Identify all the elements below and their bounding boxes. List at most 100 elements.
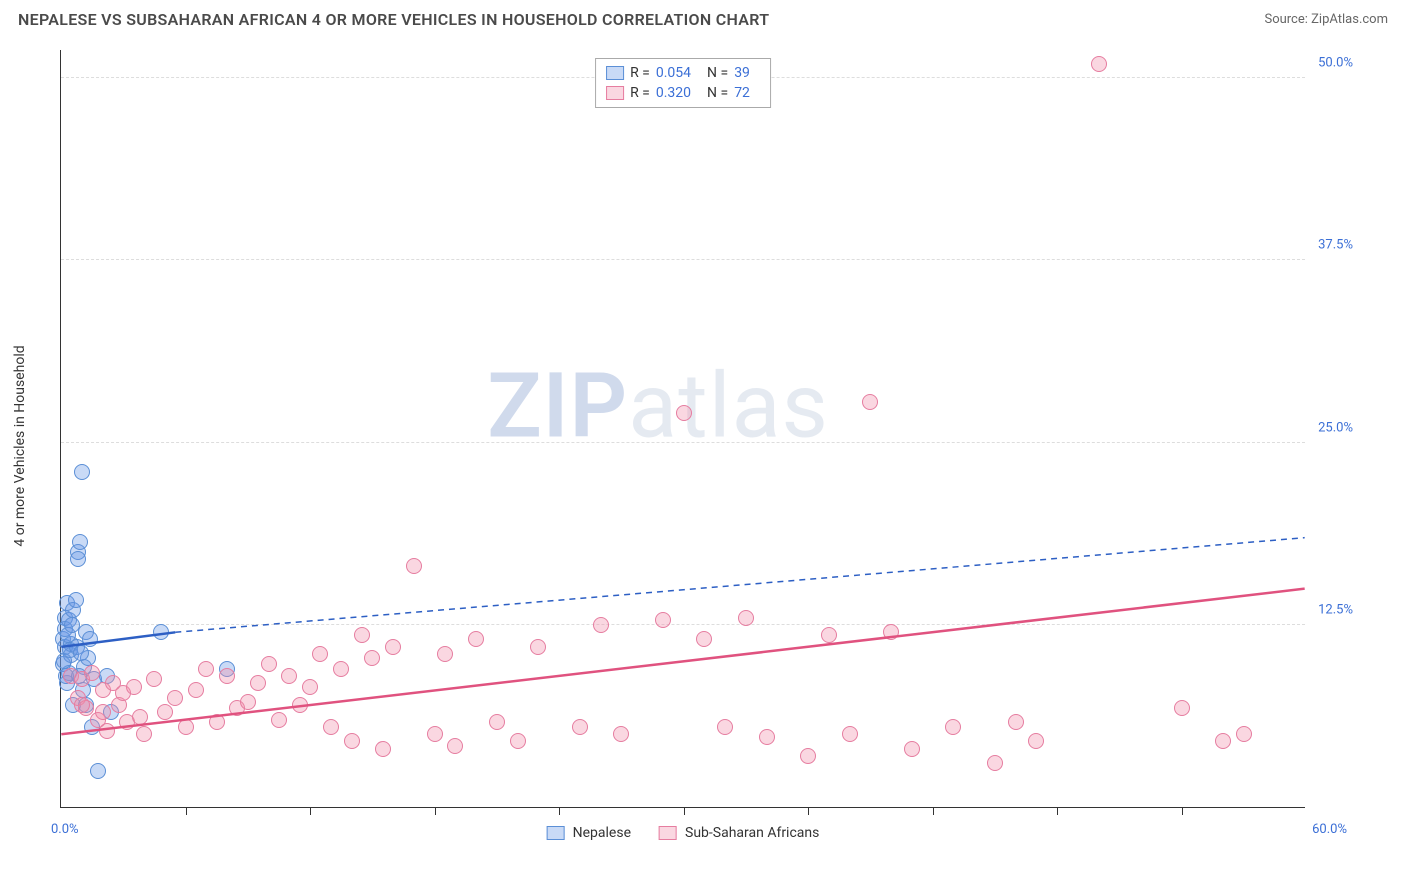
scatter-point bbox=[136, 726, 152, 742]
scatter-point bbox=[510, 733, 526, 749]
scatter-point bbox=[74, 464, 90, 480]
x-tick bbox=[310, 807, 311, 815]
header: NEPALESE VS SUBSAHARAN AFRICAN 4 OR MORE… bbox=[0, 0, 1406, 35]
scatter-point bbox=[73, 645, 89, 661]
scatter-point bbox=[468, 631, 484, 647]
source-label: Source: ZipAtlas.com bbox=[1264, 12, 1388, 27]
scatter-point bbox=[292, 697, 308, 713]
scatter-point bbox=[904, 741, 920, 757]
scatter-point bbox=[132, 709, 148, 725]
scatter-point bbox=[198, 661, 214, 677]
scatter-point bbox=[862, 394, 878, 410]
scatter-point bbox=[945, 719, 961, 735]
scatter-point bbox=[1174, 700, 1190, 716]
legend-series-label: Nepalese bbox=[573, 825, 631, 841]
scatter-point bbox=[883, 624, 899, 640]
legend-R-label: R = bbox=[630, 85, 650, 101]
scatter-point bbox=[530, 639, 546, 655]
legend-series-item: Sub-Saharan Africans bbox=[659, 825, 819, 841]
legend-stats-row: R = 0.320 N = 72 bbox=[606, 83, 760, 103]
scatter-point bbox=[68, 592, 84, 608]
scatter-point bbox=[385, 639, 401, 655]
scatter-point bbox=[261, 656, 277, 672]
scatter-point bbox=[126, 679, 142, 695]
legend-R-label: R = bbox=[630, 65, 650, 81]
scatter-point bbox=[447, 738, 463, 754]
x-tick bbox=[1182, 807, 1183, 815]
scatter-point bbox=[157, 704, 173, 720]
gridline bbox=[61, 442, 1305, 443]
legend-N-label: N = bbox=[707, 65, 728, 81]
scatter-point bbox=[987, 755, 1003, 771]
x-axis-end-label: 60.0% bbox=[1312, 822, 1347, 837]
scatter-point bbox=[1008, 714, 1024, 730]
scatter-point bbox=[82, 631, 98, 647]
scatter-point bbox=[406, 558, 422, 574]
scatter-point bbox=[842, 726, 858, 742]
scatter-point bbox=[302, 679, 318, 695]
x-tick bbox=[933, 807, 934, 815]
y-axis-label: 4 or more Vehicles in Household bbox=[12, 345, 28, 546]
scatter-point bbox=[240, 694, 256, 710]
scatter-point bbox=[209, 714, 225, 730]
x-tick bbox=[1057, 807, 1058, 815]
scatter-point bbox=[1091, 56, 1107, 72]
legend-swatch bbox=[547, 826, 565, 840]
scatter-point bbox=[323, 719, 339, 735]
legend-N-value: 72 bbox=[734, 85, 750, 101]
scatter-point bbox=[427, 726, 443, 742]
scatter-point bbox=[354, 627, 370, 643]
regression-line bbox=[61, 589, 1304, 735]
chart-container: 4 or more Vehicles in Household ZIPatlas… bbox=[60, 50, 1345, 825]
scatter-point bbox=[72, 534, 88, 550]
scatter-point bbox=[99, 723, 115, 739]
x-tick bbox=[559, 807, 560, 815]
scatter-point bbox=[333, 661, 349, 677]
legend-series-item: Nepalese bbox=[547, 825, 631, 841]
scatter-point bbox=[717, 719, 733, 735]
scatter-point bbox=[219, 668, 235, 684]
legend-stats: R = 0.054 N = 39 R = 0.320 N = 72 bbox=[595, 58, 771, 108]
scatter-point bbox=[90, 763, 106, 779]
scatter-point bbox=[489, 714, 505, 730]
scatter-point bbox=[250, 675, 266, 691]
scatter-point bbox=[271, 712, 287, 728]
scatter-point bbox=[364, 650, 380, 666]
legend-N-value: 39 bbox=[734, 65, 750, 81]
legend-swatch bbox=[606, 86, 624, 100]
scatter-point bbox=[1215, 733, 1231, 749]
y-tick-label: 25.0% bbox=[1318, 420, 1353, 435]
scatter-point bbox=[178, 719, 194, 735]
legend-stats-row: R = 0.054 N = 39 bbox=[606, 63, 760, 83]
chart-title: NEPALESE VS SUBSAHARAN AFRICAN 4 OR MORE… bbox=[18, 10, 769, 29]
scatter-point bbox=[74, 697, 90, 713]
y-tick-label: 12.5% bbox=[1318, 602, 1353, 617]
scatter-point bbox=[312, 646, 328, 662]
scatter-point bbox=[153, 624, 169, 640]
scatter-point bbox=[375, 741, 391, 757]
x-axis-start-label: 0.0% bbox=[51, 822, 79, 837]
legend-series: Nepalese Sub-Saharan Africans bbox=[547, 825, 820, 841]
scatter-point bbox=[655, 612, 671, 628]
scatter-point bbox=[759, 729, 775, 745]
scatter-point bbox=[696, 631, 712, 647]
scatter-point bbox=[188, 682, 204, 698]
x-tick bbox=[435, 807, 436, 815]
gridline bbox=[61, 259, 1305, 260]
y-tick-label: 37.5% bbox=[1318, 238, 1353, 253]
legend-N-label: N = bbox=[707, 85, 728, 101]
x-tick bbox=[808, 807, 809, 815]
legend-R-value: 0.054 bbox=[656, 65, 691, 81]
legend-R-value: 0.320 bbox=[656, 85, 691, 101]
scatter-point bbox=[437, 646, 453, 662]
legend-series-label: Sub-Saharan Africans bbox=[685, 825, 819, 841]
scatter-point bbox=[70, 551, 86, 567]
scatter-point bbox=[800, 748, 816, 764]
scatter-point bbox=[613, 726, 629, 742]
scatter-point bbox=[95, 704, 111, 720]
y-tick-label: 50.0% bbox=[1318, 56, 1353, 71]
scatter-point bbox=[821, 627, 837, 643]
gridline bbox=[61, 624, 1305, 625]
x-tick bbox=[684, 807, 685, 815]
scatter-point bbox=[167, 690, 183, 706]
